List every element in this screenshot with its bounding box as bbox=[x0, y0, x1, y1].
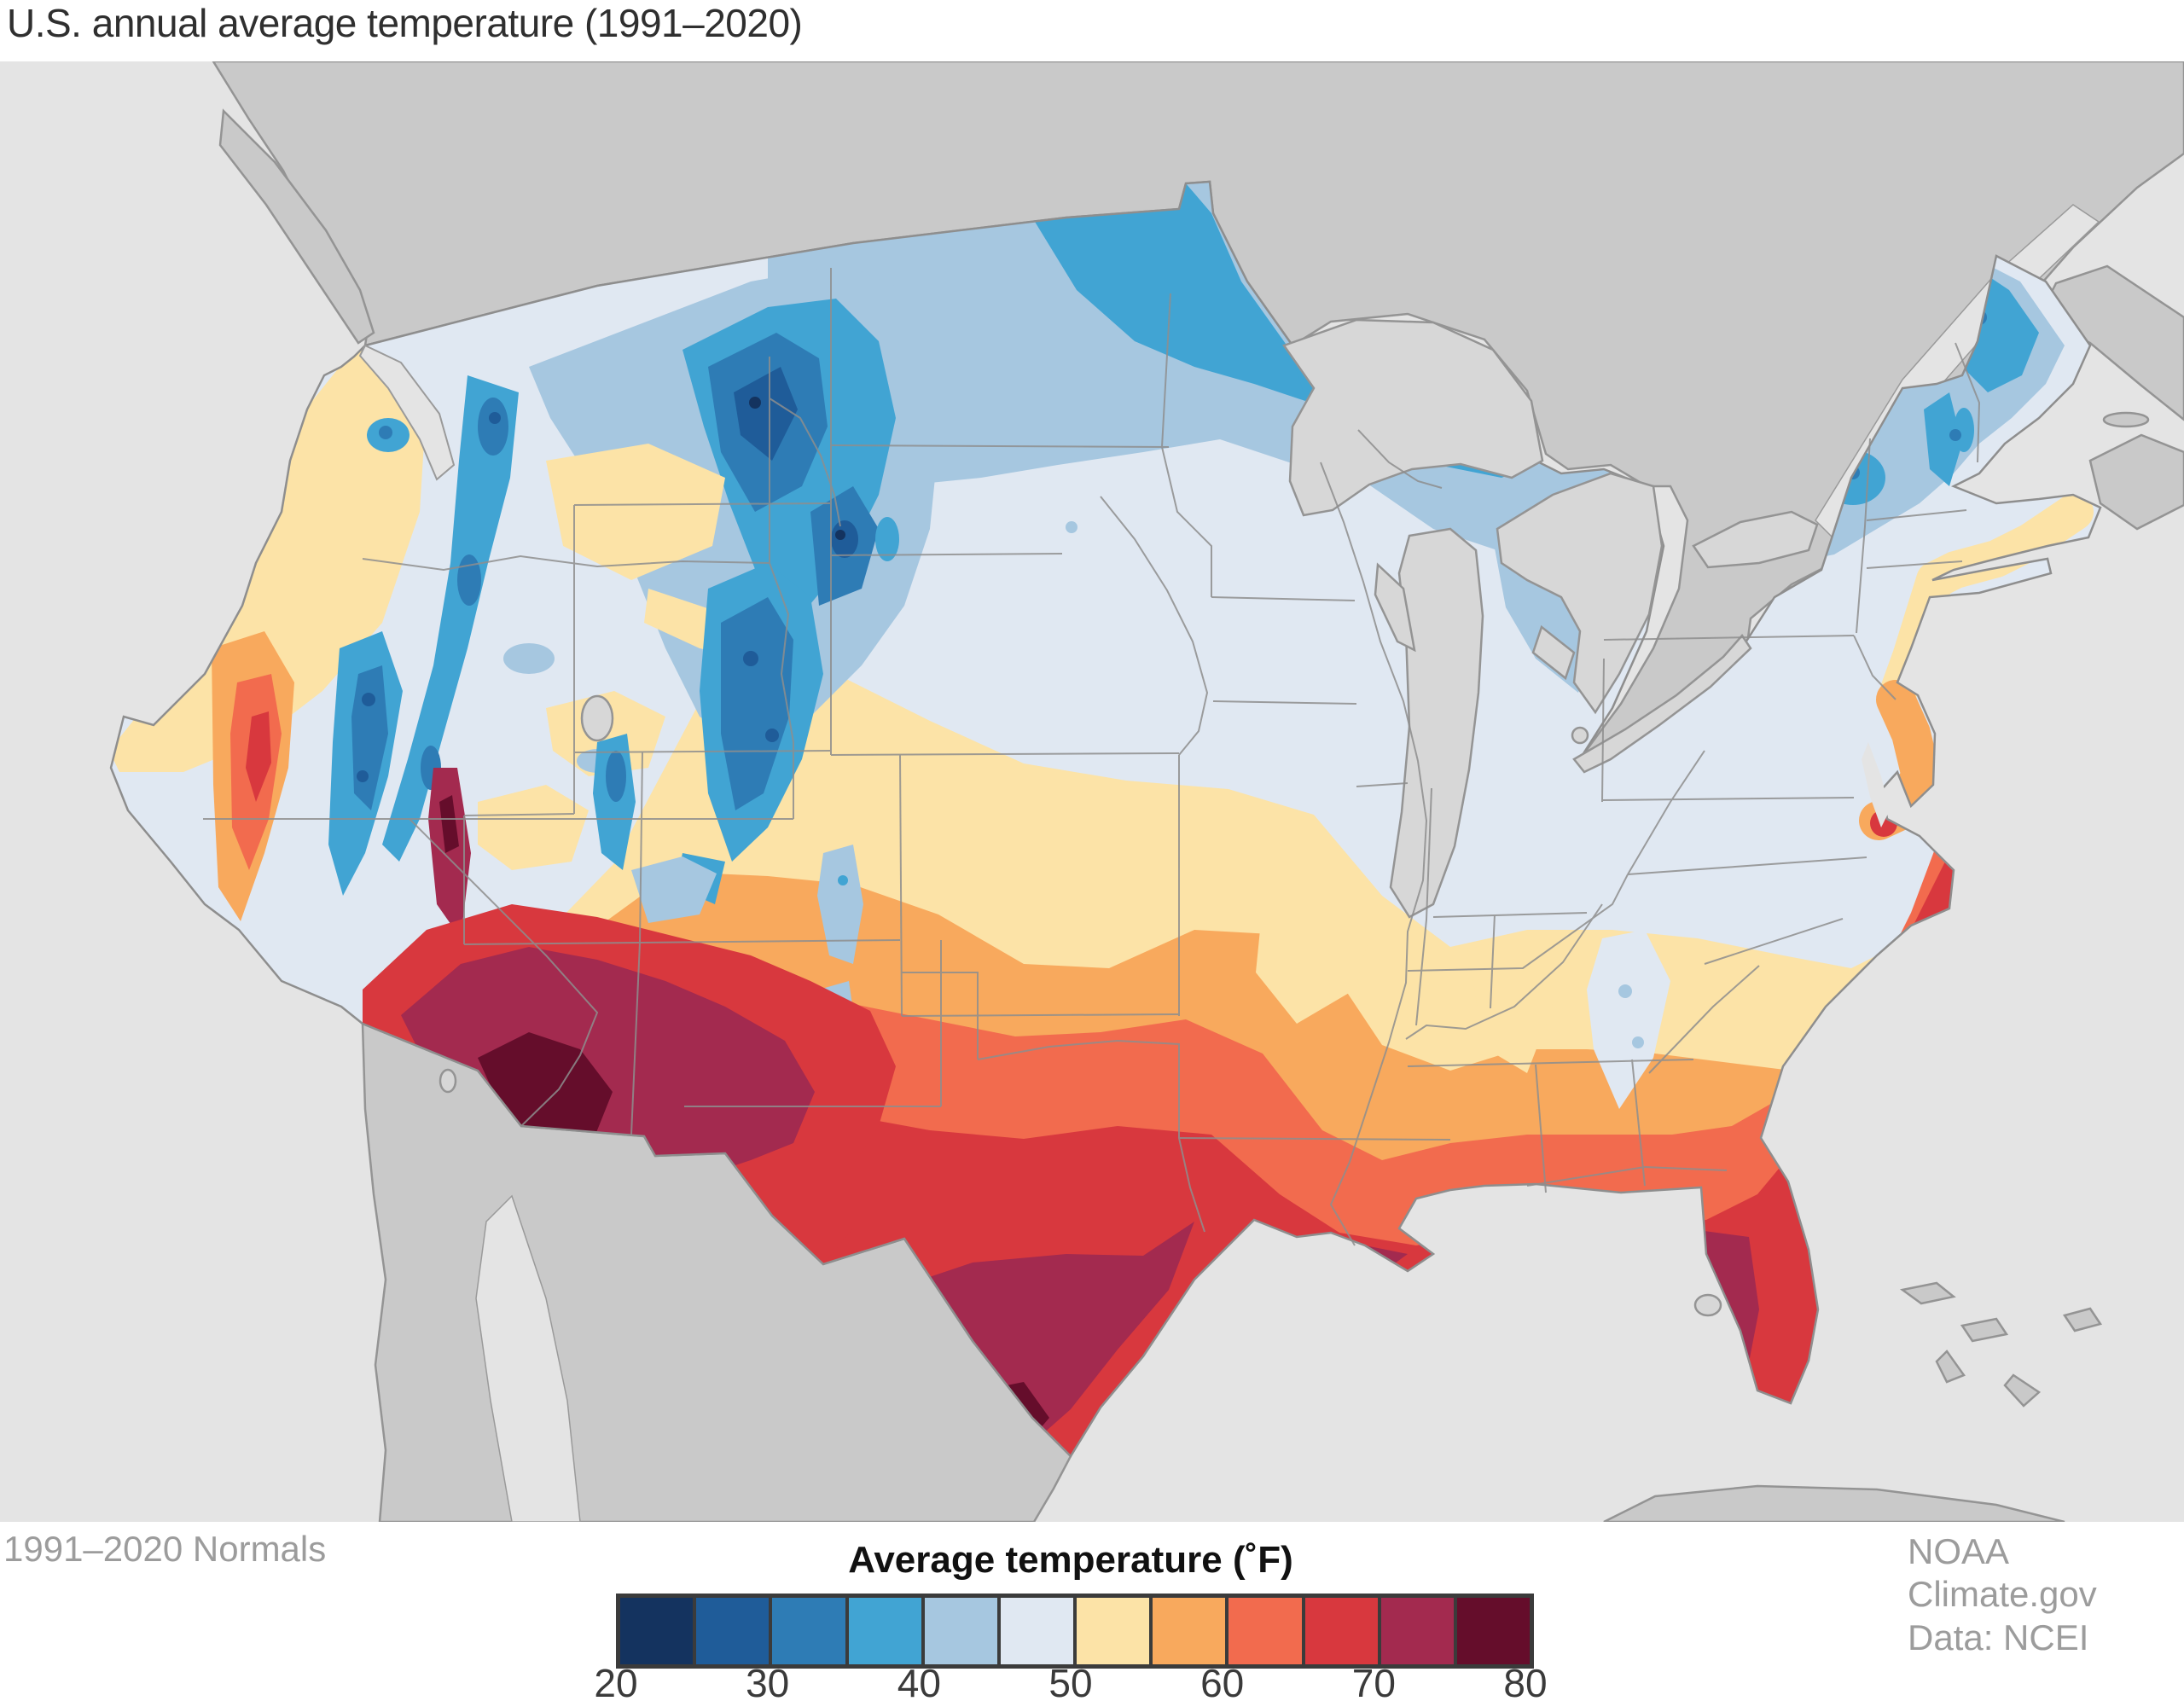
cuba bbox=[1603, 1484, 2065, 1522]
lake-ontario bbox=[1692, 510, 1819, 569]
south-texas-hot bbox=[879, 1222, 1194, 1456]
caribbean-islands bbox=[1603, 1281, 2103, 1522]
legend-swatch-70-75 bbox=[1377, 1598, 1454, 1664]
legend-title: Average temperature (˚F) bbox=[848, 1539, 1293, 1581]
legend-swatch-60-65 bbox=[1225, 1598, 1302, 1664]
lake-st-clair bbox=[1571, 726, 1589, 745]
legend-swatch-50-55 bbox=[1073, 1598, 1150, 1664]
columbia-basin bbox=[546, 444, 725, 580]
gulf-of-california bbox=[475, 1194, 581, 1522]
legend-swatch-45-50 bbox=[996, 1598, 1074, 1664]
lake-huron bbox=[1496, 472, 1664, 715]
state-borders bbox=[203, 268, 1981, 1246]
source-attribution: NOAA Climate.gov Data: NCEI bbox=[1908, 1530, 2184, 1659]
legend-swatch-55-60 bbox=[1149, 1598, 1226, 1664]
legend-tick-50: 50 bbox=[1048, 1661, 1093, 1701]
great-salt-lake bbox=[580, 694, 614, 742]
legend-swatch-40-45 bbox=[921, 1598, 997, 1664]
pacific-coast-mild bbox=[111, 345, 427, 772]
prince-edward-island bbox=[2102, 411, 2150, 428]
source-line-2: Data: NCEI bbox=[1908, 1617, 2089, 1657]
salton-sea bbox=[439, 1068, 457, 1094]
legend-tick-labels: 20 30 40 50 60 70 80 bbox=[0, 1660, 2184, 1701]
chesapeake-bay bbox=[1862, 742, 1890, 827]
legend-tick-80: 80 bbox=[1503, 1661, 1548, 1701]
legend-tick-20: 20 bbox=[594, 1661, 638, 1701]
legend-swatch-75-80 bbox=[1453, 1598, 1531, 1664]
green-bay bbox=[1374, 562, 1416, 653]
source-line-1: NOAA Climate.gov bbox=[1908, 1531, 2097, 1615]
legend-swatch-30-35 bbox=[769, 1598, 845, 1664]
legend-swatch-25-30 bbox=[693, 1598, 770, 1664]
legend-swatch-20-25 bbox=[620, 1598, 694, 1664]
legend-tick-40: 40 bbox=[897, 1661, 941, 1701]
normals-caption: 1991–2020 Normals bbox=[3, 1529, 327, 1569]
new-brunswick bbox=[2037, 264, 2184, 421]
lake-okeechobee bbox=[1693, 1293, 1722, 1317]
page-title: U.S. annual average temperature (1991–20… bbox=[7, 1, 803, 45]
vancouver-island bbox=[218, 108, 375, 345]
lake-superior bbox=[1282, 318, 1544, 517]
us-temperature-map bbox=[0, 61, 2184, 1522]
legend-tick-60: 60 bbox=[1200, 1661, 1245, 1701]
lake-michigan bbox=[1389, 527, 1484, 919]
great-lakes bbox=[439, 318, 1819, 1317]
bahamas bbox=[1899, 1281, 1956, 1305]
nova-scotia bbox=[2088, 433, 2184, 531]
saginaw-bay bbox=[1531, 624, 1576, 681]
legend-swatch-35-40 bbox=[845, 1598, 921, 1664]
legend-colorbar bbox=[616, 1594, 1534, 1669]
puget-sound bbox=[358, 344, 456, 481]
legend-tick-30: 30 bbox=[746, 1661, 790, 1701]
legend-tick-70: 70 bbox=[1351, 1661, 1396, 1701]
legend-swatch-65-70 bbox=[1301, 1598, 1378, 1664]
